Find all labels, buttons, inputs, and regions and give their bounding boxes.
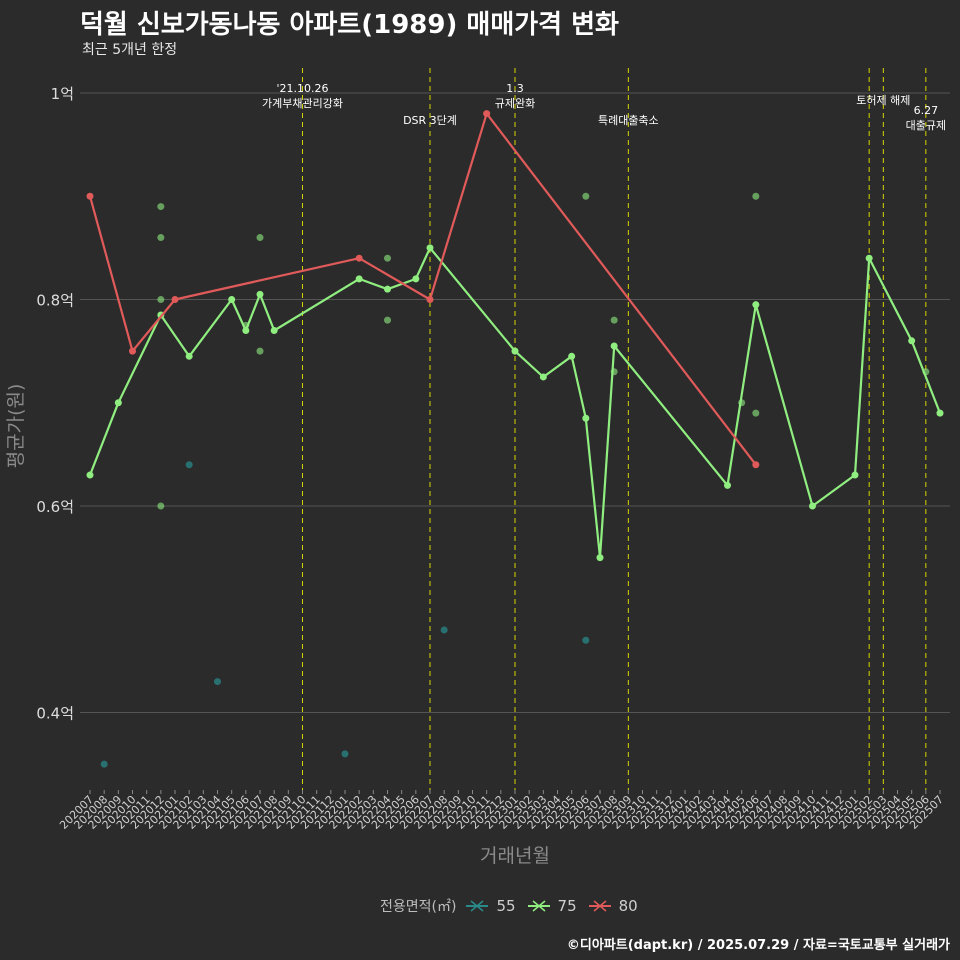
scatter-point-75 bbox=[582, 192, 590, 200]
legend-label-75: 75 bbox=[557, 897, 577, 915]
line-point-75 bbox=[851, 471, 859, 479]
chart-subtitle: 최근 5개년 한정 bbox=[82, 42, 178, 58]
scatter-point-55 bbox=[100, 760, 108, 768]
chart-title: 덕월 신보가동나동 아파트(1989) 매매가격 변화 bbox=[80, 10, 619, 40]
line-point-75 bbox=[568, 352, 576, 360]
scatter-point-55 bbox=[440, 626, 448, 634]
line-point-75 bbox=[86, 471, 94, 479]
event-annotation: '21.10.26 bbox=[276, 82, 328, 95]
line-point-75 bbox=[511, 347, 519, 355]
scatter-point-75 bbox=[256, 347, 264, 355]
line-point-75 bbox=[539, 373, 547, 381]
scatter-point-55 bbox=[582, 636, 590, 644]
line-point-80 bbox=[86, 192, 94, 200]
line-point-75 bbox=[355, 275, 363, 283]
scatter-point-75 bbox=[157, 296, 165, 304]
scatter-point-75 bbox=[384, 316, 391, 324]
line-point-75 bbox=[809, 502, 816, 510]
line-point-75 bbox=[936, 409, 944, 417]
scatter-point-75 bbox=[157, 203, 165, 211]
scatter-point-55 bbox=[341, 750, 349, 758]
line-point-75 bbox=[610, 342, 618, 350]
legend-label-80: 80 bbox=[618, 897, 638, 915]
line-point-80 bbox=[426, 296, 434, 304]
legend-item-75: 75 bbox=[526, 897, 577, 915]
line-point-75 bbox=[185, 352, 193, 360]
legend-key-75-icon bbox=[527, 900, 550, 912]
line-point-75 bbox=[752, 301, 760, 309]
line-point-75 bbox=[426, 244, 434, 252]
series-line-80 bbox=[88, 112, 757, 466]
source-caption: ©디아파트(dapt.kr) / 2025.07.29 / 자료=국토교통부 실… bbox=[566, 938, 950, 953]
legend-label-55: 55 bbox=[496, 897, 516, 915]
line-point-80 bbox=[129, 347, 136, 355]
line-point-75 bbox=[270, 326, 278, 334]
scatter-point-55 bbox=[185, 461, 193, 469]
line-point-80 bbox=[171, 296, 179, 304]
line-point-75 bbox=[114, 399, 122, 407]
event-annotation: 규제완화 bbox=[495, 97, 535, 110]
legend-title: 전용면적(㎡) bbox=[380, 899, 457, 915]
scatter-point-75 bbox=[752, 409, 760, 417]
scatter-point-75 bbox=[157, 234, 165, 242]
y-axis-title: 평균가(원) bbox=[5, 384, 27, 469]
scatter-point-75 bbox=[157, 502, 165, 510]
y-tick-label: 0.8억 bbox=[36, 292, 74, 310]
line-point-75 bbox=[596, 554, 604, 562]
scatter-point-75 bbox=[752, 192, 760, 200]
line-point-80 bbox=[752, 461, 760, 469]
y-tick-label: 0.6억 bbox=[36, 498, 74, 516]
y-tick-label: 0.4억 bbox=[36, 705, 74, 723]
legend-item-55: 55 bbox=[464, 897, 516, 915]
scatter-point-75 bbox=[256, 234, 264, 242]
event-annotation: 토허제 해제 bbox=[856, 93, 910, 107]
line-point-75 bbox=[412, 275, 420, 283]
legend: 전용면적(㎡) 55 75 80 bbox=[380, 896, 648, 916]
line-point-75 bbox=[384, 285, 391, 293]
scatter-point-75 bbox=[610, 316, 618, 324]
x-axis-title: 거래년월 bbox=[480, 845, 550, 867]
line-point-75 bbox=[582, 414, 590, 422]
legend-key-55-icon bbox=[466, 900, 489, 912]
event-annotation: 가계부채관리강화 bbox=[262, 97, 343, 110]
line-point-75 bbox=[256, 290, 264, 298]
line-point-75 bbox=[908, 337, 916, 345]
line-point-75 bbox=[228, 296, 236, 304]
event-annotation: 특례대출축소 bbox=[598, 114, 659, 127]
scatter-point-75 bbox=[384, 254, 391, 262]
event-annotation: 6.27 bbox=[914, 104, 939, 117]
event-annotation: 대출규제 bbox=[906, 119, 946, 132]
line-point-75 bbox=[242, 326, 250, 334]
event-annotation: 1.3 bbox=[506, 82, 524, 95]
line-point-80 bbox=[483, 110, 491, 118]
event-annotation: DSR 3단계 bbox=[403, 114, 457, 127]
line-point-75 bbox=[724, 481, 731, 489]
line-point-75 bbox=[865, 254, 873, 262]
legend-key-80-icon bbox=[588, 900, 611, 912]
y-tick-label: 1억 bbox=[51, 85, 74, 103]
legend-item-80: 80 bbox=[587, 897, 638, 915]
line-point-80 bbox=[355, 254, 363, 262]
scatter-point-55 bbox=[214, 678, 221, 686]
